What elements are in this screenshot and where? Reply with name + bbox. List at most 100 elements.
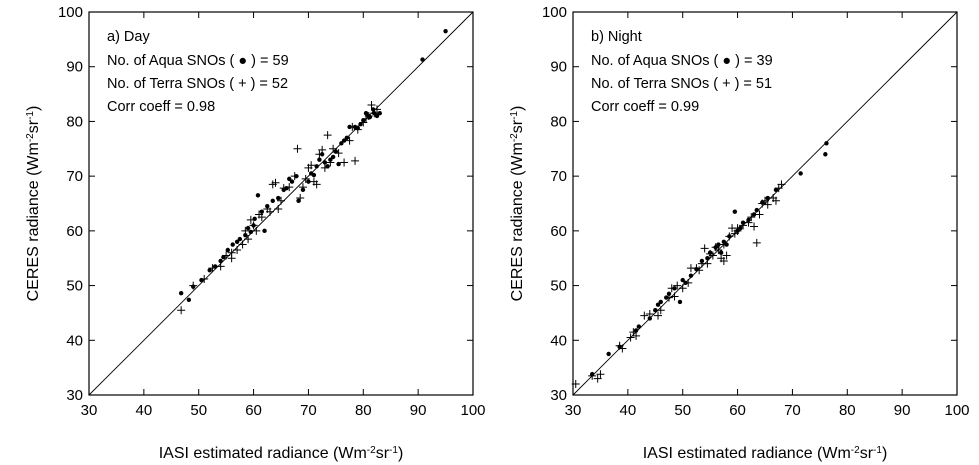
terra-point-night: [725, 232, 734, 241]
terra-count-night: No. of Terra SNOs ( + ) = 51: [591, 76, 772, 92]
terra-point-day: [373, 105, 381, 114]
aqua-point-night: [798, 171, 803, 176]
terra-point-night: [645, 310, 654, 319]
aqua-point-night: [716, 242, 721, 247]
terra-point-night: [686, 264, 695, 273]
panel-day: 30 40 50 60 70 80 90 100 30 40 50 60 70 80 90 100 a) Da…: [25, 4, 486, 462]
aqua-point-night: [653, 307, 658, 313]
x-tick-label-day: 100: [460, 402, 485, 419]
terra-point-day: [233, 246, 242, 255]
terra-point-night: [747, 213, 756, 222]
terra-point-night: [618, 344, 627, 353]
corr-coeff-night: Corr coeff = 0.99: [591, 99, 699, 115]
terra-point-night: [667, 284, 676, 293]
terra-point-day: [285, 183, 294, 192]
terra-point-day: [293, 144, 302, 153]
panel-night: 30 40 50 60 70 80 90 100 30 40 50 60 70 80 90 100 b) Ni…: [509, 4, 970, 462]
aqua-point-night: [732, 209, 738, 214]
aqua-point-day: [306, 179, 311, 184]
terra-point-day: [238, 240, 247, 249]
terra-point-day: [353, 125, 362, 134]
data-points-night: [571, 141, 829, 389]
terra-point-night: [665, 293, 673, 302]
terra-point-night: [771, 196, 780, 205]
aqua-point-night: [647, 316, 652, 321]
aqua-point-day: [262, 228, 267, 234]
y-tick-label-day: 30: [66, 387, 83, 404]
terra-point-night: [722, 251, 731, 260]
y-tick-label-day: 80: [66, 113, 83, 130]
terra-point-day: [277, 196, 285, 205]
terra-point-night: [640, 311, 649, 320]
terra-point-day: [320, 163, 329, 172]
terra-point-day: [208, 264, 217, 273]
terra-point-night: [763, 200, 772, 209]
terra-point-night: [673, 281, 682, 290]
aqua-point-day: [245, 225, 251, 231]
terra-point-day: [298, 183, 307, 192]
terra-point-night: [571, 380, 580, 389]
aqua-point-night: [754, 207, 759, 213]
terra-point-night: [752, 238, 761, 247]
terra-point-day: [246, 215, 255, 224]
aqua-point-day: [341, 138, 347, 143]
aqua-point-day: [296, 198, 301, 203]
aqua-point-day: [212, 264, 218, 269]
aqua-point-night: [765, 195, 770, 201]
terra-point-day: [326, 158, 335, 167]
terra-point-night: [777, 180, 786, 189]
aqua-point-night: [823, 152, 828, 157]
aqua-point-day: [311, 172, 317, 178]
aqua-point-day: [237, 236, 243, 242]
terra-point-night: [733, 224, 742, 233]
aqua-point-day: [248, 229, 254, 235]
x-tick-label-day: 70: [300, 402, 317, 419]
x-tick-label-night: 100: [944, 402, 969, 419]
terra-point-day: [323, 131, 332, 140]
aqua-point-day: [221, 254, 226, 260]
y-tick-label-day: 100: [58, 4, 83, 21]
terra-point-night: [714, 246, 723, 255]
aqua-point-night: [824, 141, 829, 146]
terra-point-day: [279, 184, 288, 193]
terra-point-night: [750, 222, 759, 231]
x-tick-label-night: 40: [620, 402, 637, 419]
terra-point-day: [227, 248, 236, 257]
terra-point-night: [697, 259, 706, 268]
aqua-point-day: [333, 149, 339, 154]
y-axis-label-day: CERES radiance (Wm-2sr-1): [25, 106, 43, 302]
terra-point-night: [695, 266, 704, 275]
aqua-point-night: [658, 299, 663, 305]
terra-point-day: [329, 144, 338, 153]
terra-point-day: [244, 235, 253, 244]
aqua-point-day: [186, 297, 192, 302]
data-points-day: [177, 28, 448, 315]
terra-point-day: [200, 275, 209, 284]
terra-point-night: [758, 199, 767, 208]
y-tick-label-night: 50: [550, 278, 567, 295]
terra-point-night: [678, 284, 687, 293]
aqua-point-day: [270, 198, 275, 203]
axis-ticks-day: 30 40 50 60 70 80 90 100 30 40 50 60 70 80 90 100: [58, 4, 486, 419]
y-tick-label-day: 60: [66, 223, 83, 240]
terra-point-night: [706, 249, 715, 258]
y-tick-label-night: 40: [550, 332, 567, 349]
terra-point-day: [177, 306, 186, 315]
x-tick-label-day: 80: [355, 402, 372, 419]
terra-point-night: [588, 371, 597, 380]
terra-point-day: [312, 180, 321, 189]
terra-count-day: No. of Terra SNOs ( + ) = 52: [107, 76, 288, 92]
aqua-point-day: [325, 164, 330, 169]
aqua-point-day: [314, 164, 319, 169]
terra-point-night: [755, 210, 764, 219]
aqua-point-day: [225, 247, 230, 253]
aqua-point-day: [443, 28, 448, 34]
aqua-point-night: [688, 273, 694, 278]
aqua-point-night: [773, 187, 779, 193]
terra-point-night: [684, 278, 693, 287]
terra-point-night: [719, 240, 728, 249]
aqua-point-night: [705, 256, 710, 261]
y-tick-label-night: 90: [550, 59, 567, 76]
aqua-point-night: [677, 299, 683, 305]
